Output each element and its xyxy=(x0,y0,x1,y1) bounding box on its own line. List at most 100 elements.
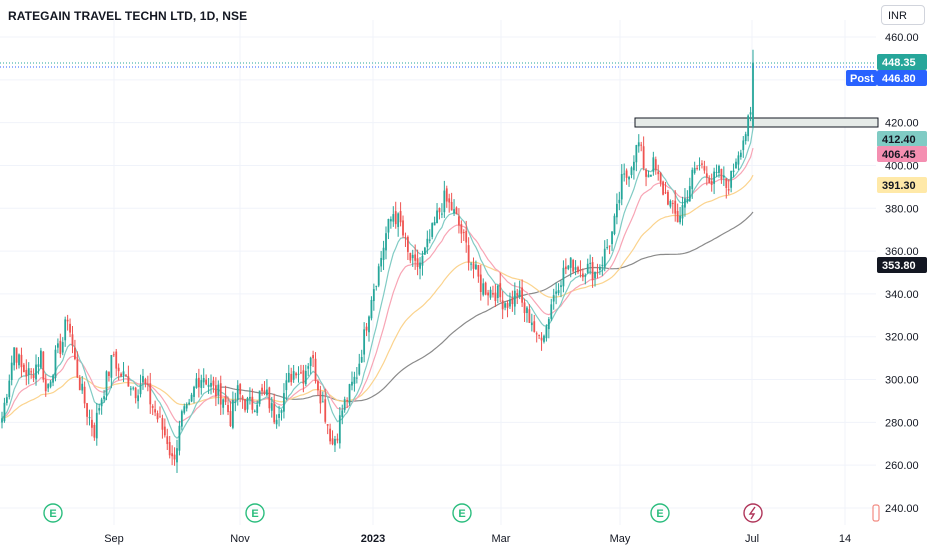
ma-pink-badge: 406.45 xyxy=(877,146,927,162)
candle xyxy=(613,213,616,236)
candle xyxy=(251,388,254,414)
y-axis[interactable]: 460.00440.00420.00400.00380.00360.00340.… xyxy=(885,32,919,515)
candle xyxy=(669,199,672,209)
candle xyxy=(742,136,745,158)
candle xyxy=(275,414,278,429)
candle xyxy=(688,177,691,202)
x-axis[interactable]: Sep Nov 2023 Mar May Jul 14 xyxy=(104,533,851,545)
candle xyxy=(54,345,57,382)
candle xyxy=(623,163,626,182)
ma-teal-badge: 412.40 xyxy=(877,131,927,147)
candle xyxy=(574,260,577,276)
earnings-icon[interactable]: E xyxy=(650,503,670,523)
candle xyxy=(32,368,35,383)
candle xyxy=(1,411,3,429)
earnings-icon[interactable]: E xyxy=(452,503,472,523)
x-tick-label: 14 xyxy=(839,533,851,545)
x-tick-label: Mar xyxy=(492,533,511,545)
resistance-zone[interactable] xyxy=(634,117,879,128)
candle xyxy=(229,401,232,428)
candle xyxy=(640,141,643,152)
candle xyxy=(577,265,579,275)
y-tick-label: 240.00 xyxy=(885,503,919,515)
candle xyxy=(584,273,587,285)
candle xyxy=(312,350,314,368)
candle xyxy=(460,220,463,244)
candle xyxy=(309,356,312,375)
candle xyxy=(39,347,42,369)
candle xyxy=(336,433,339,444)
candle xyxy=(139,374,142,398)
candle xyxy=(552,288,555,310)
candle xyxy=(567,264,570,271)
candle xyxy=(98,403,101,415)
candle xyxy=(363,322,366,363)
candle xyxy=(581,268,584,282)
candle xyxy=(713,167,716,195)
candle xyxy=(416,249,419,276)
earnings-icon[interactable]: E xyxy=(245,503,265,523)
candle xyxy=(511,290,514,312)
candle xyxy=(358,353,361,376)
candle xyxy=(117,363,120,381)
candle xyxy=(149,372,152,414)
candle xyxy=(44,374,47,397)
candle xyxy=(545,324,548,342)
candle xyxy=(234,392,237,412)
candle xyxy=(720,168,723,184)
candle xyxy=(715,164,718,177)
earnings-icon[interactable]: E xyxy=(43,503,63,523)
candle xyxy=(59,333,62,358)
candle xyxy=(137,389,140,409)
candle xyxy=(664,181,667,195)
candle xyxy=(606,238,609,250)
split-dividend-icon[interactable] xyxy=(743,503,763,523)
candle xyxy=(620,164,623,206)
candle xyxy=(304,364,307,387)
candle xyxy=(368,315,370,342)
candle xyxy=(231,391,234,430)
candle xyxy=(409,252,412,264)
candle xyxy=(178,420,181,456)
y-tick-label: 360.00 xyxy=(885,246,919,258)
candle xyxy=(122,362,125,383)
currency-selector[interactable]: INR xyxy=(881,5,925,25)
candle xyxy=(482,278,485,297)
candle xyxy=(594,271,596,287)
candle xyxy=(455,206,458,215)
candle xyxy=(377,263,380,288)
candle xyxy=(224,385,227,405)
candle xyxy=(88,409,91,426)
candle xyxy=(462,229,465,241)
candle xyxy=(52,374,54,387)
candle xyxy=(635,144,638,172)
candle xyxy=(406,235,409,260)
candle xyxy=(120,372,122,377)
candle xyxy=(645,168,647,187)
candle xyxy=(76,351,79,379)
y-tick-label: 340.00 xyxy=(885,289,919,301)
candle xyxy=(725,177,728,199)
candle xyxy=(197,368,200,398)
post-market-tag: Post xyxy=(846,70,877,86)
candle xyxy=(698,157,701,171)
candle xyxy=(718,164,720,178)
candle xyxy=(749,106,752,122)
candle xyxy=(679,206,681,225)
candle xyxy=(397,212,400,237)
candle xyxy=(569,257,572,278)
candle xyxy=(674,190,677,222)
candle xyxy=(598,264,601,275)
candle xyxy=(249,387,251,405)
candle xyxy=(183,403,186,415)
candle xyxy=(650,174,652,177)
event-icon-partial[interactable] xyxy=(872,504,880,522)
candle xyxy=(134,386,137,404)
candle xyxy=(8,374,11,400)
candle xyxy=(127,365,130,387)
candle xyxy=(642,136,645,171)
candle xyxy=(261,383,263,396)
candle xyxy=(710,173,713,192)
candle xyxy=(163,418,166,438)
